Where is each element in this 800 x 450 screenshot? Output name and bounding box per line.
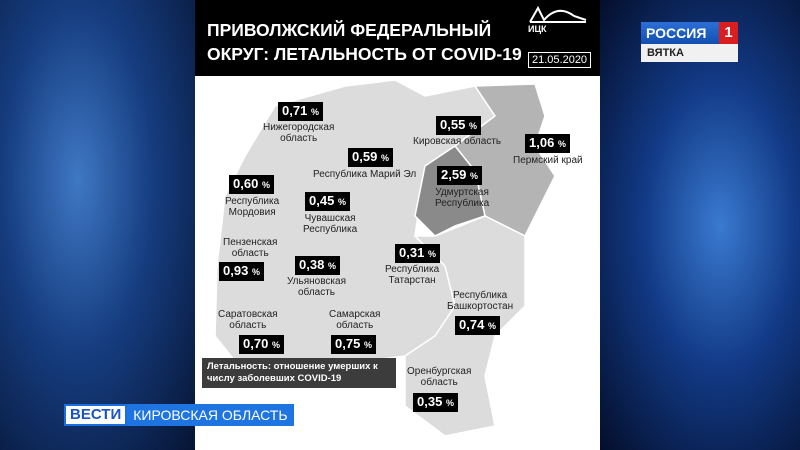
region-label-ulyanovsk: Ульяновская область bbox=[287, 276, 346, 298]
region-label-nizhny: Нижегородская область bbox=[263, 122, 334, 144]
unit: % bbox=[327, 261, 336, 271]
value: 0,93 bbox=[223, 263, 249, 278]
channel-logo: РОССИЯ 1 ВЯТКА bbox=[641, 22, 738, 62]
logo-text: ИЦК bbox=[528, 24, 547, 34]
region-label-bashkortostan: Республика Башкортостан bbox=[447, 290, 513, 312]
region-label-penza: Пензенская область bbox=[223, 237, 277, 259]
value: 0,31 bbox=[399, 245, 425, 260]
unit: % bbox=[337, 197, 346, 207]
value: 0,38 bbox=[299, 257, 325, 272]
value-badge-ulyanovsk: 0,38 % bbox=[295, 256, 340, 275]
value: 0,71 bbox=[282, 103, 308, 118]
channel-number: 1 bbox=[719, 22, 738, 44]
value-badge-orenburg: 0,35 % bbox=[413, 393, 458, 412]
infographic-title: ПРИВОЛЖСКИЙ ФЕДЕРАЛЬНЫЙ ОКРУГ: ЛЕТАЛЬНОС… bbox=[207, 18, 522, 66]
unit: % bbox=[310, 107, 319, 117]
value: 0,70 bbox=[243, 336, 269, 351]
title-line-1: ПРИВОЛЖСКИЙ ФЕДЕРАЛЬНЫЙ bbox=[207, 20, 492, 40]
region-label-udmurtia: Удмуртская Республика bbox=[435, 187, 489, 209]
ticker-region: КИРОВСКАЯ ОБЛАСТЬ bbox=[127, 404, 294, 426]
value-badge-tatarstan: 0,31 % bbox=[395, 244, 440, 263]
logo-wave-icon bbox=[529, 5, 587, 23]
region-label-mari-el: Республика Марий Эл bbox=[313, 169, 416, 180]
channel-region: ВЯТКА bbox=[641, 44, 738, 62]
unit: % bbox=[557, 139, 566, 149]
unit: % bbox=[261, 180, 270, 190]
date-badge: 21.05.2020 bbox=[528, 52, 592, 68]
news-ticker: ВЕСТИ КИРОВСКАЯ ОБЛАСТЬ bbox=[64, 404, 294, 426]
unit: % bbox=[445, 398, 454, 408]
unit: % bbox=[380, 153, 389, 163]
region-name: Республика Мордовия bbox=[225, 196, 280, 218]
unit: % bbox=[427, 249, 436, 259]
value-badge-mari-el: 0,59 % bbox=[348, 148, 393, 167]
region-name: Чувашская Республика bbox=[303, 213, 358, 235]
background-right bbox=[600, 0, 800, 450]
region-name: Саратовская область bbox=[218, 309, 278, 331]
value: 0,75 bbox=[335, 336, 361, 351]
unit: % bbox=[487, 321, 496, 331]
infographic-panel: ПРИВОЛЖСКИЙ ФЕДЕРАЛЬНЫЙ ОКРУГ: ЛЕТАЛЬНОС… bbox=[195, 0, 600, 450]
background-left bbox=[0, 0, 195, 450]
value-badge-penza: 0,93 % bbox=[219, 262, 264, 281]
title-line-2: ОКРУГ: ЛЕТАЛЬНОСТЬ ОТ COVID-19 bbox=[207, 44, 522, 64]
region-label-kirov: Кировская область bbox=[413, 136, 501, 147]
region-label-samara: Самарская область bbox=[329, 309, 380, 331]
definition-note: Летальность: отношение умерших к числу з… bbox=[202, 358, 396, 388]
region-name: Ульяновская область bbox=[287, 276, 346, 298]
infographic-header: ПРИВОЛЖСКИЙ ФЕДЕРАЛЬНЫЙ ОКРУГ: ЛЕТАЛЬНОС… bbox=[195, 0, 600, 76]
unit: % bbox=[251, 267, 260, 277]
value: 0,59 bbox=[352, 149, 378, 164]
value-badge-nizhny: 0,71 % bbox=[278, 102, 323, 121]
unit: % bbox=[469, 171, 478, 181]
value-badge-kirov: 0,55 % bbox=[436, 116, 481, 135]
value-badge-bashkortostan: 0,74 % bbox=[455, 316, 500, 335]
region-name: Самарская область bbox=[329, 309, 381, 331]
region-name: Кировская область bbox=[413, 136, 502, 147]
value-badge-perm: 1,06 % bbox=[525, 134, 570, 153]
show-name: ВЕСТИ bbox=[64, 404, 128, 426]
region-label-perm: Пермский край bbox=[513, 155, 583, 166]
value: 0,74 bbox=[459, 317, 485, 332]
unit: % bbox=[363, 340, 372, 350]
value: 0,55 bbox=[440, 117, 466, 132]
value-badge-saratov: 0,70 % bbox=[239, 335, 284, 354]
region-name: Нижегородская область bbox=[263, 122, 335, 144]
value: 2,59 bbox=[441, 167, 467, 182]
unit: % bbox=[468, 121, 477, 131]
region-label-mordovia: Республика Мордовия bbox=[225, 196, 279, 218]
region-name: Республика Марий Эл bbox=[313, 169, 417, 180]
channel-name: РОССИЯ bbox=[641, 22, 719, 44]
region-name: Удмуртская Республика bbox=[435, 187, 490, 209]
region-label-saratov: Саратовская область bbox=[218, 309, 278, 331]
region-name: Республика Башкортостан bbox=[447, 290, 514, 312]
region-name: Республика Татарстан bbox=[385, 264, 440, 286]
value: 0,35 bbox=[417, 394, 443, 409]
region-name: Пензенская область bbox=[223, 237, 278, 259]
value-badge-chuvashia: 0,45 % bbox=[305, 192, 350, 211]
region-name: Пермский край bbox=[513, 155, 583, 166]
region-label-chuvashia: Чувашская Республика bbox=[303, 213, 357, 235]
value: 1,06 bbox=[529, 135, 555, 150]
value: 0,60 bbox=[233, 176, 259, 191]
region-name: Оренбургская область bbox=[407, 366, 472, 388]
value-badge-udmurtia: 2,59 % bbox=[437, 166, 482, 185]
value-badge-samara: 0,75 % bbox=[331, 335, 376, 354]
value-badge-mordovia: 0,60 % bbox=[229, 175, 274, 194]
ick-logo: ИЦК bbox=[528, 5, 588, 46]
unit: % bbox=[271, 340, 280, 350]
region-label-tatarstan: Республика Татарстан bbox=[385, 264, 439, 286]
region-label-orenburg: Оренбургская область bbox=[407, 366, 471, 388]
value: 0,45 bbox=[309, 193, 335, 208]
